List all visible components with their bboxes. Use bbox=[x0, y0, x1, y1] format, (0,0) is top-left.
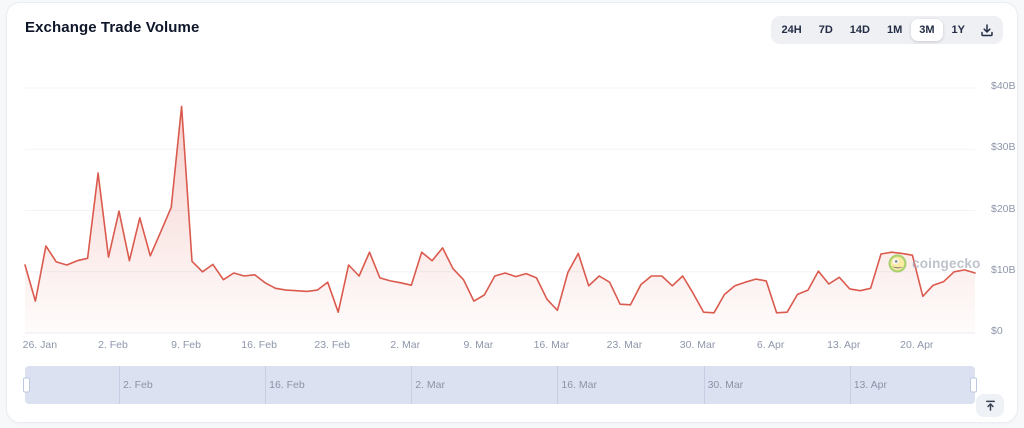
x-axis-label: 9. Mar bbox=[463, 339, 494, 351]
range-button-24h[interactable]: 24H bbox=[774, 19, 810, 41]
chart-navigator[interactable]: 2. Feb 16. Feb 2. Mar 16. Mar 30. Mar 13. Apr bbox=[23, 366, 977, 404]
navigator-date-label: 16. Feb bbox=[269, 379, 305, 391]
scroll-top-icon bbox=[984, 399, 997, 412]
navigator-date-label: 2. Feb bbox=[122, 379, 153, 391]
y-axis-label: $0 bbox=[991, 325, 1003, 337]
navigator-date-label: 16. Mar bbox=[561, 379, 598, 391]
y-axis-label: $30B bbox=[991, 141, 1016, 154]
download-icon bbox=[980, 23, 994, 37]
download-button[interactable] bbox=[974, 19, 1000, 41]
navigator-gridline bbox=[118, 366, 120, 404]
y-axis-label: $10B bbox=[991, 263, 1016, 276]
navigator-gridline bbox=[411, 366, 413, 404]
navigator-gridline bbox=[849, 366, 851, 404]
x-axis-label: 23. Feb bbox=[314, 339, 350, 351]
y-axis-label: $20B bbox=[991, 202, 1016, 215]
x-axis-label: 16. Mar bbox=[533, 339, 570, 351]
range-button-14d[interactable]: 14D bbox=[842, 19, 878, 41]
navigator-gridline bbox=[557, 366, 559, 404]
navigator-left-handle[interactable] bbox=[23, 377, 30, 393]
x-axis-label: 9. Feb bbox=[171, 339, 201, 351]
navigator-date-label: 2. Mar bbox=[415, 379, 446, 391]
x-axis-label: 6. Apr bbox=[756, 339, 785, 351]
x-axis-label: 20. Apr bbox=[900, 339, 934, 351]
range-button-1y[interactable]: 1Y bbox=[944, 19, 973, 41]
page-title: Exchange Trade Volume bbox=[25, 19, 200, 36]
navigator-right-handle[interactable] bbox=[970, 377, 977, 393]
x-axis-label: 2. Feb bbox=[98, 339, 128, 351]
x-axis-label: 26. Jan bbox=[22, 339, 58, 351]
x-axis-label: 16. Feb bbox=[241, 339, 277, 351]
navigator-gridline bbox=[703, 366, 705, 404]
x-axis-label: 13. Apr bbox=[827, 339, 861, 351]
volume-line bbox=[24, 105, 976, 314]
range-button-3m[interactable]: 3M bbox=[911, 19, 943, 41]
range-selector: 24H 7D 14D 1M 3M 1Y bbox=[770, 16, 1003, 44]
navigator-date-label: 30. Mar bbox=[707, 379, 744, 391]
range-button-7d[interactable]: 7D bbox=[811, 19, 841, 41]
x-axis-label: 2. Mar bbox=[390, 339, 421, 351]
range-button-1m[interactable]: 1M bbox=[879, 19, 910, 41]
chart-card: Exchange Trade Volume 24H 7D 14D 1M 3M 1Y 2. … bbox=[6, 2, 1018, 423]
x-axis-label: 30. Mar bbox=[679, 339, 716, 351]
scroll-top-button[interactable] bbox=[976, 394, 1004, 417]
navigator-gridline bbox=[265, 366, 267, 404]
y-axis-label: $40B bbox=[991, 80, 1016, 92]
x-axis-label: 23. Mar bbox=[606, 339, 643, 351]
navigator-date-label: 13. Apr bbox=[853, 379, 887, 391]
trade-volume-chart[interactable] bbox=[7, 3, 1024, 428]
volume-area bbox=[25, 106, 975, 334]
